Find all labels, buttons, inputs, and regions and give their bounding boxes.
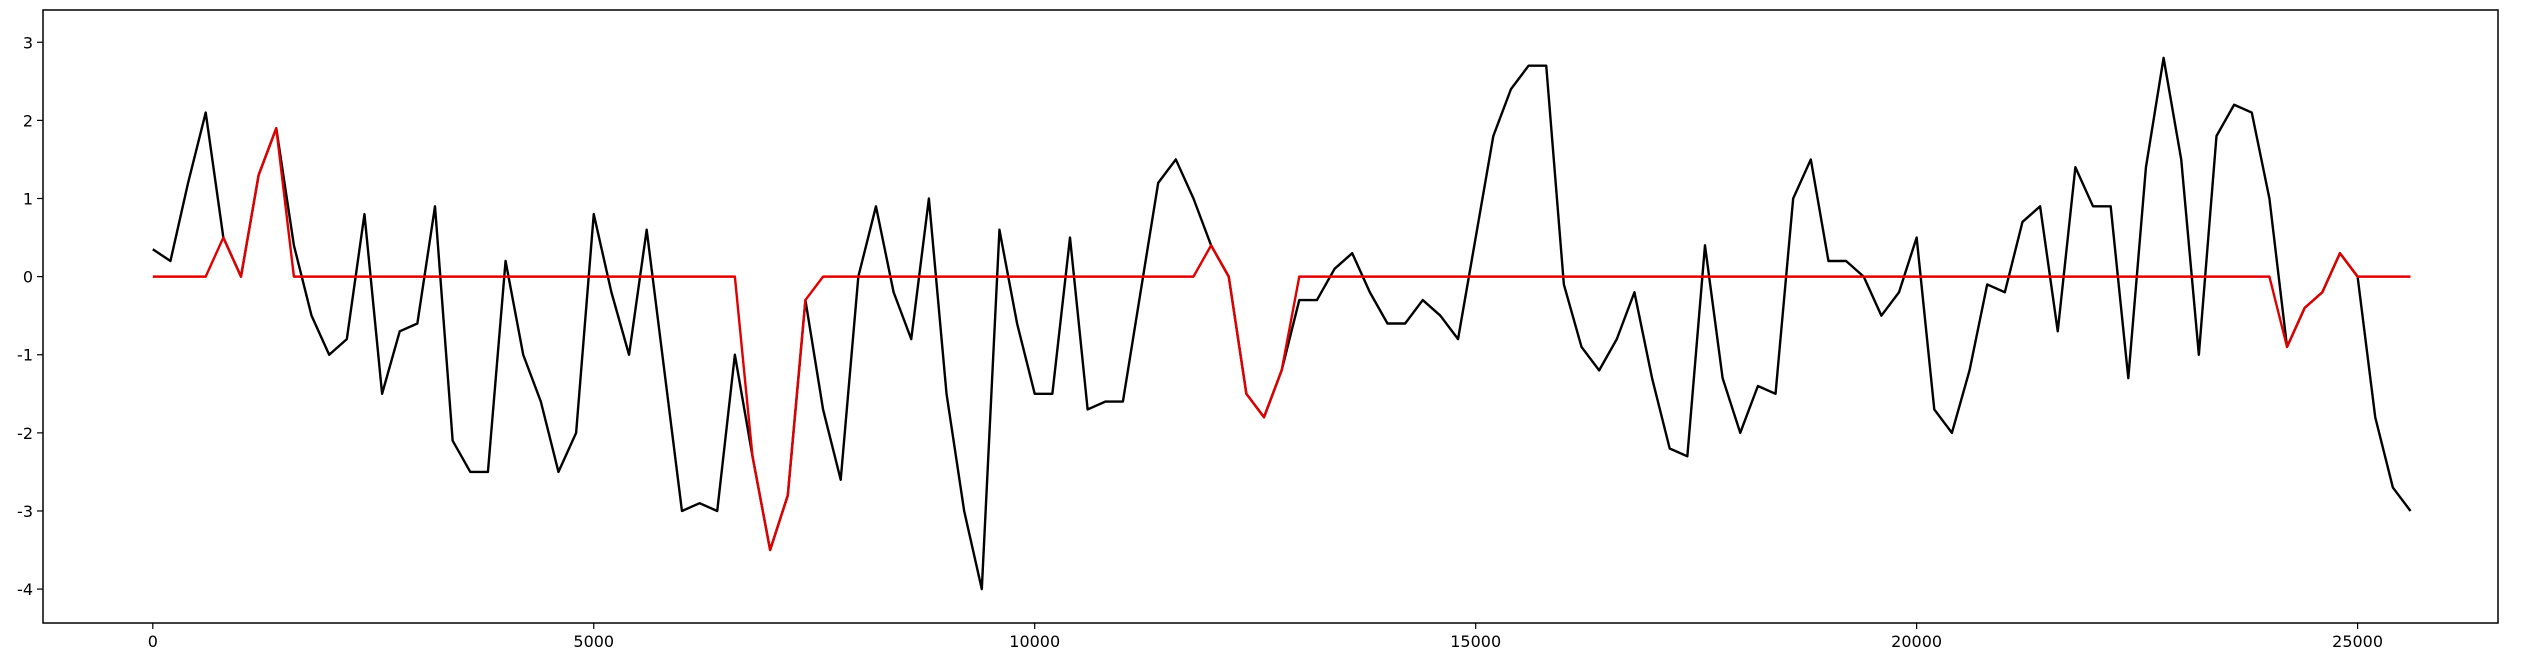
y-tick-label: -4 — [17, 580, 33, 599]
y-tick-label: -2 — [17, 424, 33, 443]
series-line — [152, 126, 2411, 552]
y-tick-label: -1 — [17, 346, 33, 365]
x-tick-label: 20000 — [1891, 632, 1942, 651]
y-tick-label: 2 — [23, 111, 33, 130]
x-tick-label: 0 — [148, 632, 158, 651]
plot-frame — [42, 9, 2499, 624]
x-tick-label: 15000 — [1450, 632, 1501, 651]
y-tick-label: -3 — [17, 502, 33, 521]
x-tick-label: 25000 — [2332, 632, 2383, 651]
x-tick-label: 5000 — [573, 632, 614, 651]
x-tick-label: 10000 — [1009, 632, 1060, 651]
y-tick-label: 0 — [23, 268, 33, 287]
y-tick-label: 3 — [23, 33, 33, 52]
series-line — [152, 56, 2412, 591]
y-tick-label: 1 — [23, 190, 33, 209]
